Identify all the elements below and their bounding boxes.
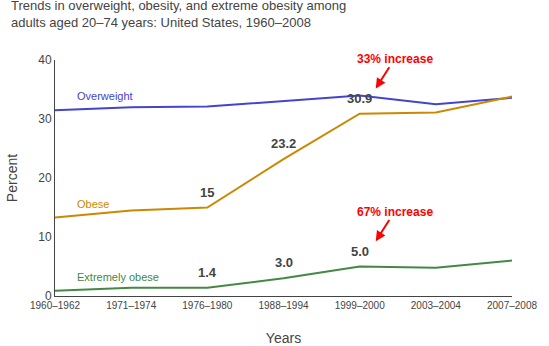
- svg-text:2003–2004: 2003–2004: [411, 300, 461, 311]
- svg-text:Obese: Obese: [77, 198, 109, 210]
- svg-text:40: 40: [38, 53, 52, 67]
- svg-text:20: 20: [38, 171, 52, 185]
- svg-text:Percent: Percent: [4, 154, 20, 202]
- svg-text:67% increase: 67% increase: [357, 205, 433, 219]
- svg-text:1960–1962: 1960–1962: [30, 300, 80, 311]
- svg-text:2007–2008: 2007–2008: [487, 300, 537, 311]
- svg-text:10: 10: [38, 230, 52, 244]
- svg-text:33% increase: 33% increase: [357, 52, 433, 66]
- svg-text:1.4: 1.4: [198, 265, 217, 280]
- svg-text:30: 30: [38, 112, 52, 126]
- svg-text:0: 0: [45, 289, 52, 303]
- svg-text:1999–2000: 1999–2000: [335, 300, 385, 311]
- svg-text:Extremely obese: Extremely obese: [77, 271, 159, 283]
- svg-text:1976–1980: 1976–1980: [182, 300, 232, 311]
- svg-text:3.0: 3.0: [275, 255, 293, 270]
- svg-text:15: 15: [200, 185, 214, 200]
- svg-text:23.2: 23.2: [271, 136, 296, 151]
- svg-text:30.9: 30.9: [347, 91, 372, 106]
- svg-text:1971–1974: 1971–1974: [106, 300, 156, 311]
- svg-text:Overweight: Overweight: [77, 90, 133, 102]
- svg-text:1988–1994: 1988–1994: [258, 300, 308, 311]
- svg-text:5.0: 5.0: [351, 244, 369, 259]
- svg-text:Trends in overweight, obesity,: Trends in overweight, obesity, and extre…: [11, 0, 346, 30]
- svg-text:Years: Years: [266, 330, 301, 346]
